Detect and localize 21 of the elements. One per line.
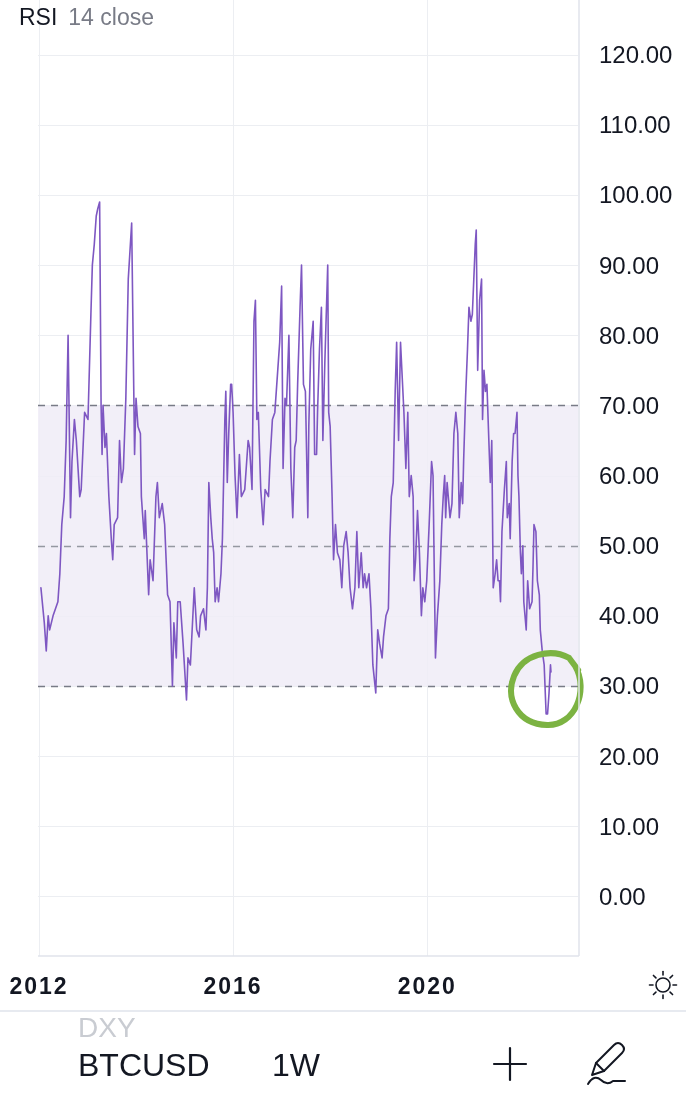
y-tick-label: 0.00 [599,882,646,910]
y-tick-label: 120.00 [599,41,673,69]
chart-subtitle: 14 close [68,4,155,30]
y-tick-label: 60.00 [599,462,660,490]
y-tick-label: 20.00 [599,742,660,770]
x-tick-label: 2012 [9,973,69,999]
x-tick-label: 2020 [397,973,457,999]
y-tick-label: 80.00 [599,321,660,349]
y-tick-label: 100.00 [599,181,673,209]
chart-title: RSI [19,4,58,30]
line-series [40,201,552,715]
y-tick-label: 70.00 [599,391,660,419]
y-tick-label: 40.00 [599,602,660,630]
y-tick-label: 30.00 [599,672,660,700]
text: 1W [272,1047,321,1083]
text: BTCUSD [78,1047,210,1083]
y-tick-label: 110.00 [599,111,671,139]
x-tick-label: 2016 [203,973,263,999]
y-tick-label: 50.00 [599,532,660,560]
y-tick-label: 10.00 [599,812,660,840]
y-tick-label: 90.00 [599,251,660,279]
